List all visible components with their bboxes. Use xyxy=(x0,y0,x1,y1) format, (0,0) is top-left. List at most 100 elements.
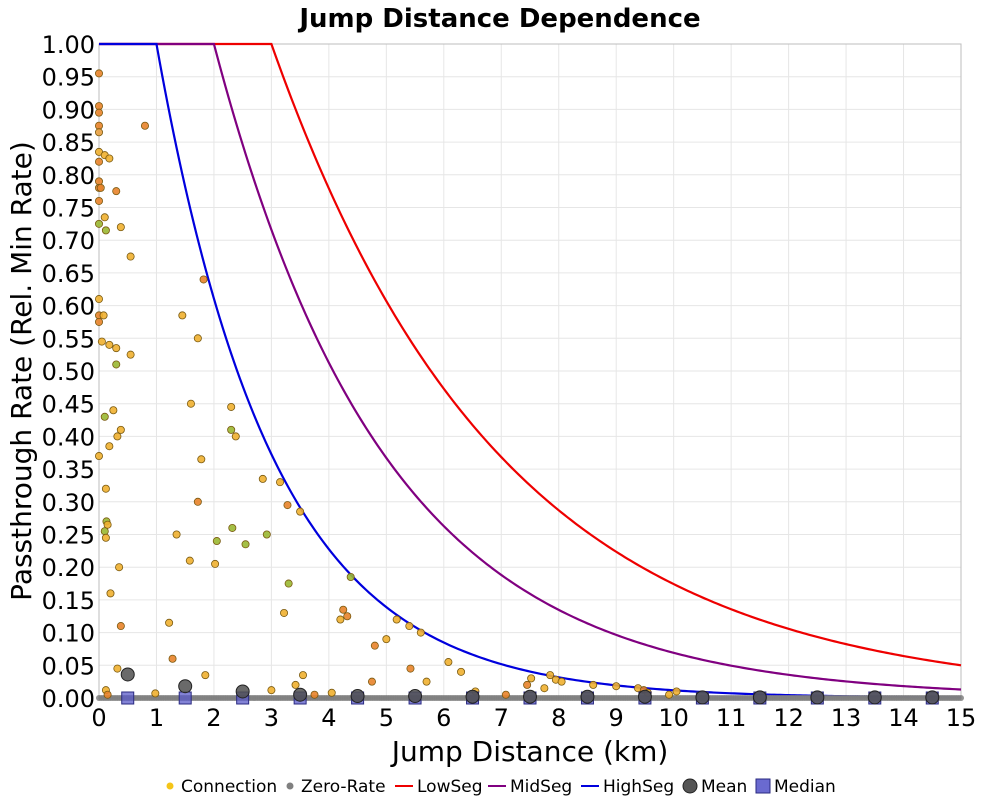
legend-marker xyxy=(755,778,771,794)
connection-point xyxy=(346,573,355,582)
legend-label: Mean xyxy=(701,777,747,797)
connection-point xyxy=(100,213,109,222)
y-axis-label: Passthrough Rate (Rel. Min Rate) xyxy=(5,141,38,601)
x-tick-label: 1 xyxy=(149,704,164,732)
connection-point xyxy=(612,682,621,691)
zero-rate-point xyxy=(958,695,964,701)
connection-point xyxy=(95,317,104,326)
connection-points xyxy=(95,69,681,699)
mean-marker xyxy=(752,690,767,705)
connection-point xyxy=(126,350,135,359)
x-tick-label: 14 xyxy=(888,704,919,732)
connection-point xyxy=(193,497,202,506)
connection-point xyxy=(296,507,305,516)
x-tick-label: 15 xyxy=(946,704,977,732)
connection-point xyxy=(457,667,466,676)
connection-point xyxy=(280,608,289,617)
connection-point xyxy=(126,252,135,261)
connection-point xyxy=(501,690,510,699)
connection-point xyxy=(95,108,104,117)
connection-point xyxy=(299,671,308,680)
connection-point xyxy=(101,226,110,235)
connection-point xyxy=(589,680,598,689)
connection-point xyxy=(310,690,319,699)
connection-point xyxy=(672,687,681,696)
y-tick-label: 0.10 xyxy=(42,620,95,648)
legend-marker xyxy=(286,782,294,790)
connection-point xyxy=(172,530,181,539)
connection-point xyxy=(382,635,391,644)
y-tick-label: 0.15 xyxy=(42,587,95,615)
mean-marker xyxy=(235,684,250,699)
connection-point xyxy=(665,690,674,699)
connection-point xyxy=(540,684,549,693)
connection-point xyxy=(113,432,122,441)
legend-label: Median xyxy=(774,777,836,797)
connection-point xyxy=(523,680,532,689)
connection-point xyxy=(99,311,108,320)
connection-point xyxy=(422,677,431,686)
connection-point xyxy=(336,615,345,624)
y-tick-label: 0.30 xyxy=(42,489,95,517)
connection-point xyxy=(151,689,160,698)
connection-point xyxy=(185,556,194,565)
mean-marker xyxy=(523,689,537,704)
legend-label: Zero-Rate xyxy=(301,777,386,797)
x-tick-label: 6 xyxy=(436,704,451,732)
connection-point xyxy=(95,295,104,304)
connection-point xyxy=(95,128,104,137)
connection-point xyxy=(267,686,276,695)
gridlines xyxy=(98,43,962,699)
connection-point xyxy=(106,589,115,598)
connection-point xyxy=(95,196,104,205)
connection-point xyxy=(95,102,104,111)
y-axis-ticks: 0.00 0.05 0.10 0.15 0.20 0.25 0.30 0.35 0.40 0.45… xyxy=(42,31,95,713)
connection-point xyxy=(97,337,106,346)
connection-point xyxy=(101,484,110,493)
legend-label: Connection xyxy=(181,777,277,797)
connection-point xyxy=(228,523,237,532)
connection-point xyxy=(100,412,109,421)
y-tick-label: 0.95 xyxy=(42,64,95,92)
mean-marker xyxy=(350,689,365,704)
legend-marker xyxy=(682,778,698,794)
x-axis-ticks: 0 1 2 3 4 5 6 7 8 9 10 11 12 13 14 15 xyxy=(91,704,976,732)
connection-point xyxy=(95,219,104,228)
x-tick-label: 5 xyxy=(379,704,394,732)
mean-marker xyxy=(867,690,882,705)
x-tick-label: 10 xyxy=(658,704,689,732)
connection-point xyxy=(227,425,236,434)
x-tick-label: 0 xyxy=(91,704,106,732)
y-tick-label: 0.85 xyxy=(42,129,95,157)
connection-point xyxy=(416,628,425,637)
connection-point xyxy=(557,677,566,686)
y-tick-label: 0.90 xyxy=(42,96,95,124)
y-tick-label: 0.45 xyxy=(42,391,95,419)
mean-marker xyxy=(925,690,940,705)
mean-marker xyxy=(178,679,193,694)
x-tick-label: 4 xyxy=(321,704,336,732)
connection-point xyxy=(367,677,376,686)
connection-point xyxy=(258,474,267,483)
y-tick-label: 1.00 xyxy=(42,31,95,59)
connection-point xyxy=(95,452,104,461)
mean-marker xyxy=(293,687,308,702)
mean-marker xyxy=(408,689,423,704)
connection-point xyxy=(112,344,121,353)
mean-marker xyxy=(580,689,595,704)
legend-marker xyxy=(166,782,174,790)
connection-point xyxy=(291,680,300,689)
connection-point xyxy=(105,442,114,451)
x-tick-label: 12 xyxy=(773,704,804,732)
connection-point xyxy=(95,157,104,166)
y-tick-label: 0.40 xyxy=(42,423,95,451)
x-tick-label: 11 xyxy=(716,704,747,732)
mean-marker xyxy=(695,690,710,705)
x-tick-label: 7 xyxy=(494,704,509,732)
legend-label: HighSeg xyxy=(603,777,674,797)
y-tick-label: 0.35 xyxy=(42,456,95,484)
x-tick-label: 2 xyxy=(206,704,221,732)
legend-label: LowSeg xyxy=(417,777,483,797)
